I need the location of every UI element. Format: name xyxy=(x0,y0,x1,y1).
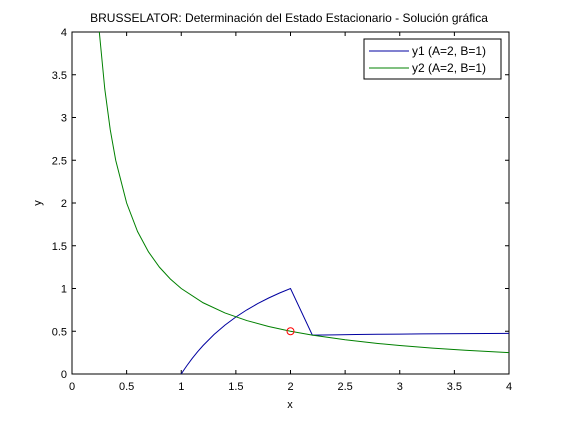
y-tick-label: 2.5 xyxy=(52,155,67,167)
x-tick-label: 4 xyxy=(506,381,512,393)
legend-label-y2: y2 (A=2, B=1) xyxy=(412,61,486,75)
intersection-marker xyxy=(286,327,295,336)
series-line-1 xyxy=(180,287,510,375)
x-tick-label: 2.5 xyxy=(337,381,352,393)
y-tick-label: 2 xyxy=(61,198,67,210)
y-tick-label: 0 xyxy=(61,369,67,381)
y-tick-label: 1.5 xyxy=(52,241,67,253)
y-axis-label: y xyxy=(32,200,44,206)
y-tick-label: 4 xyxy=(61,27,67,39)
y-tick-label: 1 xyxy=(61,284,67,296)
x-ticks: 0 0.5 1 1.5 2 2.5 3 3.5 4 xyxy=(69,32,512,393)
marker-layer xyxy=(286,327,295,336)
chart-title: BRUSSELATOR: Determinación del Estado Es… xyxy=(90,11,488,25)
y-tick-label: 3 xyxy=(61,113,67,125)
x-tick-label: 3.5 xyxy=(447,381,462,393)
x-tick-label: 3 xyxy=(397,381,403,393)
series-line-2 xyxy=(98,31,510,354)
series-lines xyxy=(98,31,510,375)
x-tick-label: 1.5 xyxy=(228,381,243,393)
x-tick-label: 2 xyxy=(287,381,293,393)
x-tick-label: 1 xyxy=(178,381,184,393)
x-tick-label: 0.5 xyxy=(119,381,134,393)
y-ticks: 0 0.5 1 1.5 2 2.5 3 3.5 4 xyxy=(52,27,509,381)
legend-label-y1: y1 (A=2, B=1) xyxy=(412,44,486,58)
x-axis-label: x xyxy=(287,399,293,411)
x-tick-label: 0 xyxy=(69,381,75,393)
legend-box xyxy=(363,38,502,80)
legend: y1 (A=2, B=1) y2 (A=2, B=1) xyxy=(363,38,502,80)
y-tick-label: 3.5 xyxy=(52,70,67,82)
plot-area xyxy=(71,31,510,375)
y-tick-label: 0.5 xyxy=(52,326,67,338)
